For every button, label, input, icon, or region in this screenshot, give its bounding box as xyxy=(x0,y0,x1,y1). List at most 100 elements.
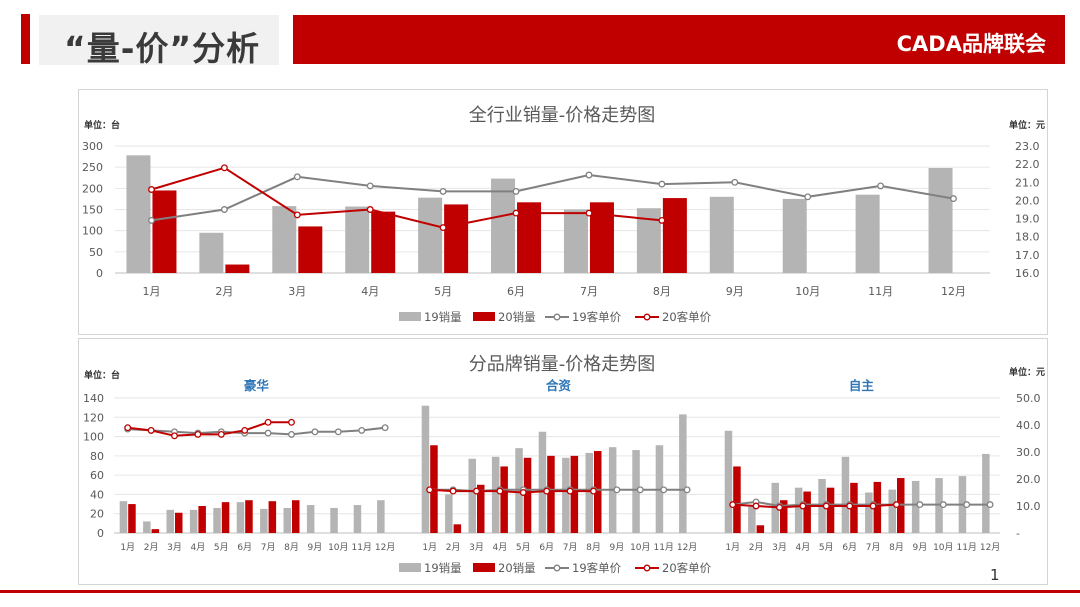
chart1-right-tick: 16.0 xyxy=(1015,267,1040,280)
chart2-point-19 xyxy=(311,428,319,436)
chart1-left-tick: 0 xyxy=(96,267,103,280)
chart1-left-tick: 250 xyxy=(82,161,103,174)
chart2-x-label: 8月 xyxy=(586,542,601,553)
legend-20-sales-swatch xyxy=(473,563,495,572)
chart2-point-20 xyxy=(124,424,132,432)
chart2-x-label: 7月 xyxy=(866,542,881,553)
chart2-bar-19 xyxy=(143,521,151,533)
chart1-x-label: 4月 xyxy=(361,285,379,298)
chart1-point-19 xyxy=(877,182,885,190)
chart1-point-20 xyxy=(293,211,301,219)
chart1-bar-19 xyxy=(709,196,734,273)
chart1-bar-20 xyxy=(444,204,469,273)
chart2-point-20 xyxy=(799,502,807,510)
chart1-bar-20 xyxy=(371,211,396,273)
chart1-bar-19 xyxy=(272,206,297,273)
chart1-point-20 xyxy=(439,224,447,232)
chart2-bar-20 xyxy=(850,482,858,533)
chart1-bar-20 xyxy=(298,226,323,273)
chart2-point-20 xyxy=(846,502,854,510)
chart1-point-19 xyxy=(585,171,593,179)
chart1-left-tick: 50 xyxy=(89,246,103,259)
chart2-point-20 xyxy=(543,487,551,495)
chart2-bar-19 xyxy=(119,501,128,533)
chart2-title: 分品牌销量-价格走势图 xyxy=(469,354,656,375)
chart2-bar-19 xyxy=(748,505,756,533)
legend-19-sales-swatch xyxy=(399,312,421,321)
chart2-point-19 xyxy=(660,486,668,494)
chart1-x-label: 8月 xyxy=(653,285,671,298)
chart2-point-20 xyxy=(264,418,272,426)
chart2-right-tick: 40.0 xyxy=(1016,419,1041,432)
chart1-x-label: 7月 xyxy=(580,285,598,298)
chart2-right-tick: 10.0 xyxy=(1016,500,1041,513)
chart2-x-label: 9月 xyxy=(308,542,323,553)
legend-20-price-label: 20客单价 xyxy=(662,561,712,575)
chart2-point-20 xyxy=(171,432,178,440)
chart2-bar-19 xyxy=(189,509,198,533)
legend-19-price-label: 19客单价 xyxy=(572,561,622,575)
chart2-bar-20 xyxy=(198,506,206,533)
chart2-point-19 xyxy=(636,486,644,494)
chart2-bar-19 xyxy=(306,505,315,533)
chart2-line-19 xyxy=(732,500,991,508)
chart2-x-label: 4月 xyxy=(493,542,508,553)
legend-19-sales-label: 19销量 xyxy=(424,561,462,575)
chart2-bar-20 xyxy=(500,466,508,533)
chart1-x-label: 10月 xyxy=(795,285,820,298)
chart2-bar-20 xyxy=(756,525,765,533)
chart2-bar-20 xyxy=(873,481,882,533)
chart1-left-tick: 300 xyxy=(82,140,103,153)
chart2-bar-20 xyxy=(292,500,300,533)
chart1-bar-19 xyxy=(199,232,224,273)
chart1-point-19 xyxy=(293,173,301,181)
chart1-bar-20 xyxy=(662,198,687,273)
chart1-line-20 xyxy=(151,166,662,229)
chart2-bar-19 xyxy=(213,507,221,533)
chart2-point-20 xyxy=(893,501,900,509)
chart2-bar-20 xyxy=(453,524,462,533)
chart2-point-20 xyxy=(822,502,830,510)
chart2-bar-20 xyxy=(268,501,277,533)
chart2-left-tick: 100 xyxy=(83,431,104,444)
chart2-point-20 xyxy=(752,502,760,510)
chart2-bar-19 xyxy=(585,452,593,533)
chart2-x-label: 3月 xyxy=(772,542,787,553)
chart1-point-19 xyxy=(439,187,447,195)
chart2-x-label: 8月 xyxy=(889,542,904,553)
legend-20-sales-label: 20销量 xyxy=(498,561,536,575)
chart2-right-unit: 单位：元 xyxy=(1009,366,1045,378)
chart2-bar-20 xyxy=(594,451,602,533)
chart2-x-label: 2月 xyxy=(446,542,461,553)
chart2-x-label: 5月 xyxy=(516,542,531,553)
chart1-x-label: 5月 xyxy=(434,285,452,298)
chart2-point-19 xyxy=(986,501,994,509)
chart2-x-label: 9月 xyxy=(913,542,928,553)
chart2-x-label: 6月 xyxy=(539,542,554,553)
chart2-bar-19 xyxy=(679,414,687,533)
chart2-point-19 xyxy=(613,486,621,494)
chart2-bar-19 xyxy=(445,494,453,533)
chart1-left-tick: 150 xyxy=(82,204,103,217)
chart2-x-label: 11月 xyxy=(653,542,673,553)
chart2-point-19 xyxy=(916,501,924,509)
page-number: 1 xyxy=(990,566,1000,584)
chart1-point-19 xyxy=(950,195,957,203)
chart2-point-20 xyxy=(449,487,457,495)
chart2-x-label: 7月 xyxy=(261,542,276,553)
header-accent-bar xyxy=(21,14,30,64)
chart2-x-label: 10月 xyxy=(630,542,650,553)
chart1-point-19 xyxy=(366,182,374,190)
chart1-bar-19 xyxy=(563,209,588,273)
chart2-bar-19 xyxy=(632,450,640,533)
chart2-point-19 xyxy=(334,428,342,436)
chart2-right-tick: 50.0 xyxy=(1016,392,1041,405)
chart1-line-19 xyxy=(151,173,954,222)
chart2-bar-20 xyxy=(175,512,183,533)
chart2-bar-20 xyxy=(221,502,230,533)
chart2-bar-20 xyxy=(128,504,136,533)
chart1-bar-20 xyxy=(225,264,250,273)
chart2-bar-20 xyxy=(245,500,253,533)
chart2-left-tick: 60 xyxy=(90,469,104,482)
legend-20-sales-label: 20销量 xyxy=(498,310,536,324)
